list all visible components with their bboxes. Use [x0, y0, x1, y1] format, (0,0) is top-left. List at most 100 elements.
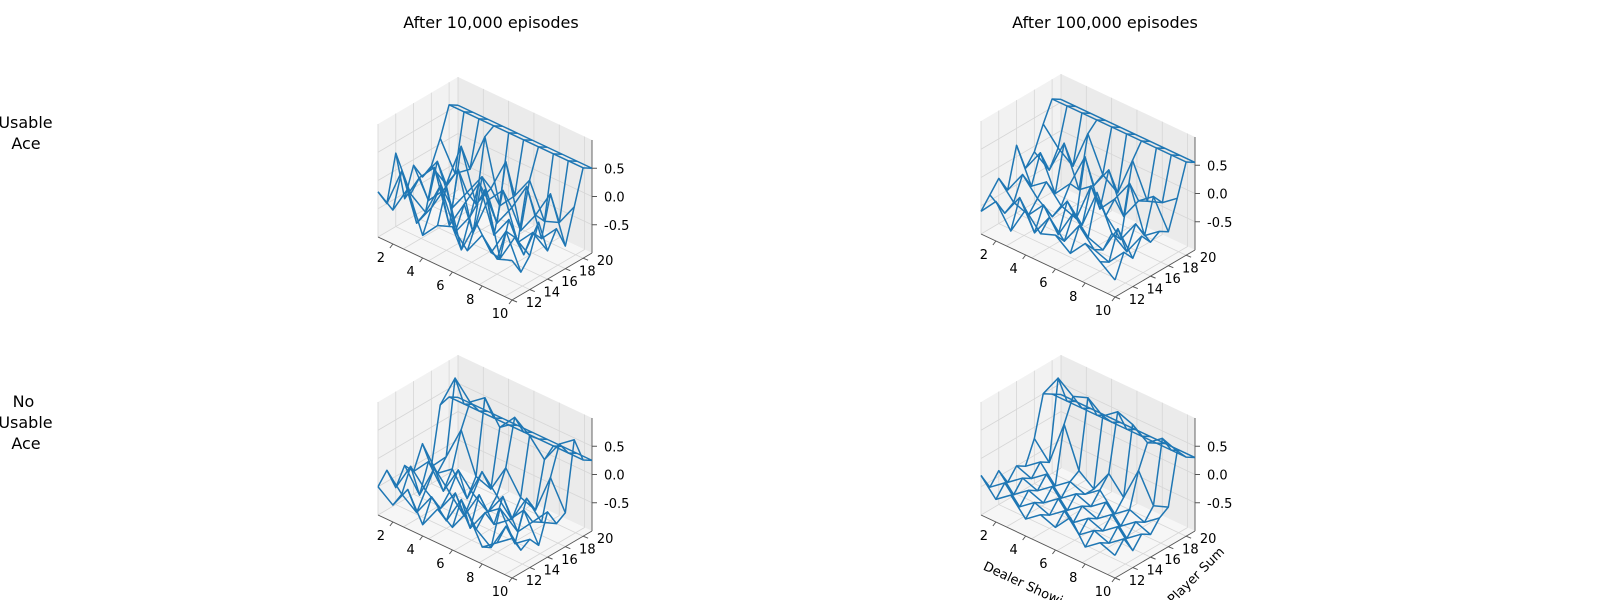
wireframe-col-line [1025, 396, 1106, 520]
y-tick-label: 12 [526, 574, 543, 589]
wireframe-row-line [1051, 98, 1187, 163]
x-tick-label: 2 [980, 529, 988, 544]
x-axis-line [377, 236, 513, 301]
z-tick-label: -0.5 [604, 497, 629, 512]
gridline-y [998, 504, 1133, 568]
x-tick-label: 6 [1039, 276, 1047, 291]
wireframe-col-line [1084, 441, 1166, 548]
wireframe-row-line [439, 135, 575, 224]
y-tick-label: 14 [544, 286, 561, 301]
wireframe-col-line [436, 424, 518, 522]
x-tick-label: 4 [407, 265, 415, 280]
y-tick-label: 12 [1129, 574, 1146, 589]
wireframe-col-line [1010, 395, 1091, 508]
y-tick-label: 18 [579, 265, 596, 280]
x-tick-label: 4 [1010, 543, 1018, 558]
wireframe-row-line [430, 429, 567, 514]
y-axis-line [511, 252, 593, 301]
wireframe-col-line [421, 396, 503, 525]
wireframe-col-line [995, 105, 1076, 214]
wireframe-row-line [980, 200, 1116, 281]
wireframe-col-line [466, 146, 548, 251]
y-tick-label: 16 [561, 553, 578, 568]
gridline-z [377, 133, 593, 197]
wireframe-row-line [413, 460, 548, 533]
y-tick-label: 14 [1147, 564, 1164, 579]
wireframe-row-line [430, 145, 567, 247]
y-tick [1114, 296, 1121, 300]
wireframe-row-line [1060, 98, 1196, 164]
x-tick [1022, 254, 1027, 260]
wireframe-row-line [457, 104, 593, 169]
wireframe-row-line [1015, 145, 1152, 243]
x-tick [389, 521, 394, 527]
y-tick-label: 20 [1200, 251, 1217, 266]
x-tick-label: 10 [1095, 585, 1112, 600]
y-axis-line [1114, 530, 1196, 579]
wireframe-col-line [407, 118, 488, 224]
x-tick-label: 4 [1010, 262, 1018, 277]
y-tick-label: 16 [1164, 553, 1181, 568]
x-tick-label: 8 [466, 293, 474, 308]
x-tick [1111, 577, 1116, 583]
gridline-x [1107, 527, 1188, 575]
col-title-2: After 100,000 episodes [1012, 13, 1198, 32]
x-tick [419, 257, 424, 263]
wireframe-col-line [451, 139, 533, 251]
x-tick-label: 8 [1069, 290, 1077, 305]
wireframe-row-line [1007, 477, 1142, 540]
z-tick-label: 0.0 [604, 469, 625, 484]
wireframe-row-line [448, 104, 584, 169]
wireframe-row-line [989, 482, 1125, 544]
gridline-z [980, 382, 1196, 447]
wireframe-col-line [1054, 410, 1136, 528]
gridline-y [448, 472, 584, 537]
wireframe-row-line [448, 396, 584, 461]
wireframe-col-line [1010, 112, 1091, 232]
x-axis-line [377, 514, 513, 579]
y-tick-label: 20 [597, 254, 614, 269]
x-tick-label: 6 [436, 279, 444, 294]
gridline-y [998, 223, 1133, 287]
y-tick [565, 268, 571, 272]
pane-floor [378, 468, 592, 578]
wireframe-row-line [1051, 393, 1187, 458]
x-tick-label: 6 [436, 557, 444, 572]
wireframe-col-line [496, 160, 578, 260]
wireframe-col-line [421, 125, 503, 236]
wireframe-col-line [1100, 437, 1181, 544]
wireframe-col-line [1100, 154, 1181, 263]
wireframe-col-line [995, 377, 1076, 500]
x-tick [449, 549, 453, 555]
x-tick [1052, 549, 1056, 555]
y-tick [547, 278, 553, 282]
wireframe-col-line [1069, 140, 1151, 254]
z-tick-label: 0.5 [1207, 440, 1228, 455]
x-tick-label: 10 [492, 585, 509, 600]
x-axis-line [980, 514, 1116, 579]
wireframe-row-line [998, 177, 1134, 259]
wireframe-col-line [1039, 126, 1121, 236]
row-label-no-usable-ace-line-3: Ace [11, 434, 40, 453]
y-tick [529, 289, 535, 293]
y-tick-label: 14 [544, 564, 561, 579]
x-tick-label: 2 [980, 248, 988, 263]
z-tick-label: 0.0 [1207, 469, 1228, 484]
gridline-z [980, 130, 1196, 194]
y-axis-line [511, 530, 593, 579]
wireframe-col-line [481, 153, 563, 260]
y-tick-label: 16 [561, 275, 578, 290]
wireframe-col-line [496, 443, 578, 545]
wireframe-row-line [1042, 377, 1178, 452]
y-tick-label: 18 [579, 543, 596, 558]
wireframe-row-line [980, 475, 1116, 556]
wireframe-col-line [377, 104, 459, 205]
y-tick [582, 535, 589, 539]
x-tick [1022, 535, 1027, 541]
gridline-x [1107, 246, 1188, 294]
gridline-x [504, 527, 585, 575]
gridline-z [980, 439, 1196, 504]
z-tick-label: 0.0 [604, 191, 625, 206]
